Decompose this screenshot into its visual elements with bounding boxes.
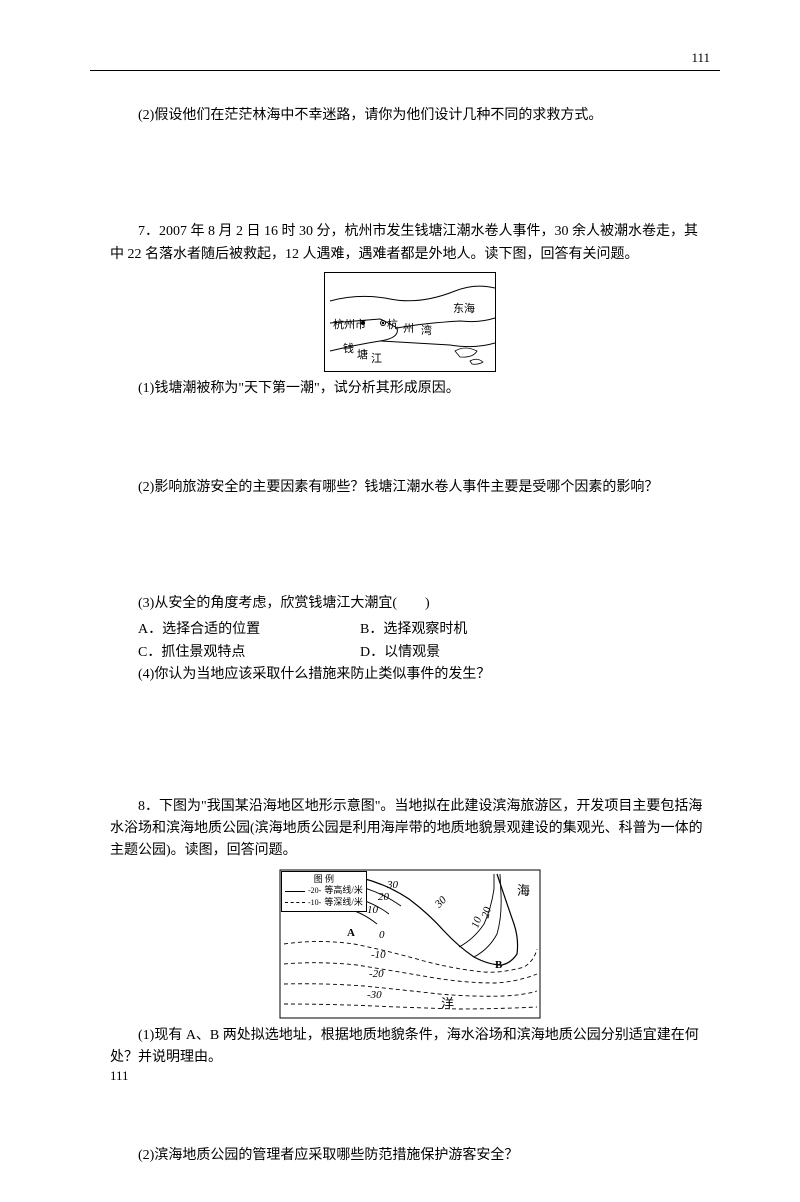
q7-opt-a: A．选择合适的位置 xyxy=(110,619,360,641)
q7-opt-d: D．以情观景 xyxy=(360,642,710,664)
map-label-hangzhou: 杭州市 xyxy=(333,317,366,335)
map-label-donghai: 东海 xyxy=(453,301,475,319)
contour-0: 0 xyxy=(379,927,385,945)
map-label-tang: 塘 xyxy=(357,347,368,365)
legend-label-2: 等深线/米 xyxy=(324,897,363,909)
legend-solid-line xyxy=(285,891,305,892)
q7-options-row1: A．选择合适的位置 B．选择观察时机 xyxy=(110,619,710,641)
map-label-ocean: 洋 xyxy=(441,994,454,1015)
q6-part2: (2)假设他们在茫茫林海中不幸迷路，请你为他们设计几种不同的求救方式。 xyxy=(110,105,710,127)
main-content: (2)假设他们在茫茫林海中不幸迷路，请你为他们设计几种不同的求救方式。 7．20… xyxy=(110,105,710,1168)
map-label-zhou: 州 xyxy=(403,321,414,339)
map-label-a: A xyxy=(347,925,355,943)
map-label-b: B xyxy=(495,957,502,975)
contour-20a: 20 xyxy=(378,889,389,907)
map-label-sea: 海 xyxy=(517,881,530,902)
page-number-bottom: 111 xyxy=(110,1066,129,1087)
q8-part2: (2)滨海地质公园的管理者应采取哪些防范措施保护游客安全？ xyxy=(110,1145,710,1167)
legend-title: 图 例 xyxy=(285,874,363,886)
q8-part1: (1)现有 A、B 两处拟选地址，根据地质地貌条件，海水浴场和滨海地质公园分别适… xyxy=(110,1025,710,1070)
page-number-top: 111 xyxy=(691,48,710,69)
map-label-wan: 湾 xyxy=(421,323,432,341)
contour-m10: -10 xyxy=(371,947,386,965)
q7-figure: 杭州市 杭 州 湾 东海 钱 塘 江 xyxy=(110,272,710,372)
q7-options-row2: C．抓住景观特点 D．以情观景 xyxy=(110,642,710,664)
q7-part4: (4)你认为当地应该采取什么措施来防止类似事件的发生？ xyxy=(110,664,710,686)
header-rule xyxy=(90,70,720,71)
q7-intro: 7．2007 年 8 月 2 日 16 时 30 分，杭州市发生钱塘江潮水卷人事… xyxy=(110,221,710,266)
map-label-jiang: 江 xyxy=(371,351,382,369)
q7-part1: (1)钱塘潮被称为"天下第一潮"，试分析其形成原因。 xyxy=(110,378,710,400)
contour-10a: 10 xyxy=(367,902,378,920)
q7-map: 杭州市 杭 州 湾 东海 钱 塘 江 xyxy=(324,272,496,372)
q7-part3: (3)从安全的角度考虑，欣赏钱塘江大潮宜( ) xyxy=(110,593,710,615)
contour-m20: -20 xyxy=(369,966,384,984)
map-label-hang: 杭 xyxy=(387,317,398,335)
q8-map: 图 例 -20-等高线/米 -10-等深线/米 30 20 10 0 -10 -… xyxy=(279,869,541,1019)
legend-label-1: 等高线/米 xyxy=(324,885,363,897)
q8-figure: 图 例 -20-等高线/米 -10-等深线/米 30 20 10 0 -10 -… xyxy=(110,869,710,1019)
q7-opt-c: C．抓住景观特点 xyxy=(110,642,360,664)
q8-intro: 8．下图为"我国某沿海地区地形示意图"。当地拟在此建设滨海旅游区，开发项目主要包… xyxy=(110,796,710,863)
legend-dash-line xyxy=(285,902,305,903)
q7-opt-b: B．选择观察时机 xyxy=(360,619,710,641)
contour-m30: -30 xyxy=(367,987,382,1005)
map-legend: 图 例 -20-等高线/米 -10-等深线/米 xyxy=(281,871,367,912)
map-label-qian: 钱 xyxy=(343,341,354,359)
q7-part2: (2)影响旅游安全的主要因素有哪些？钱塘江潮水卷人事件主要是受哪个因素的影响？ xyxy=(110,477,710,499)
